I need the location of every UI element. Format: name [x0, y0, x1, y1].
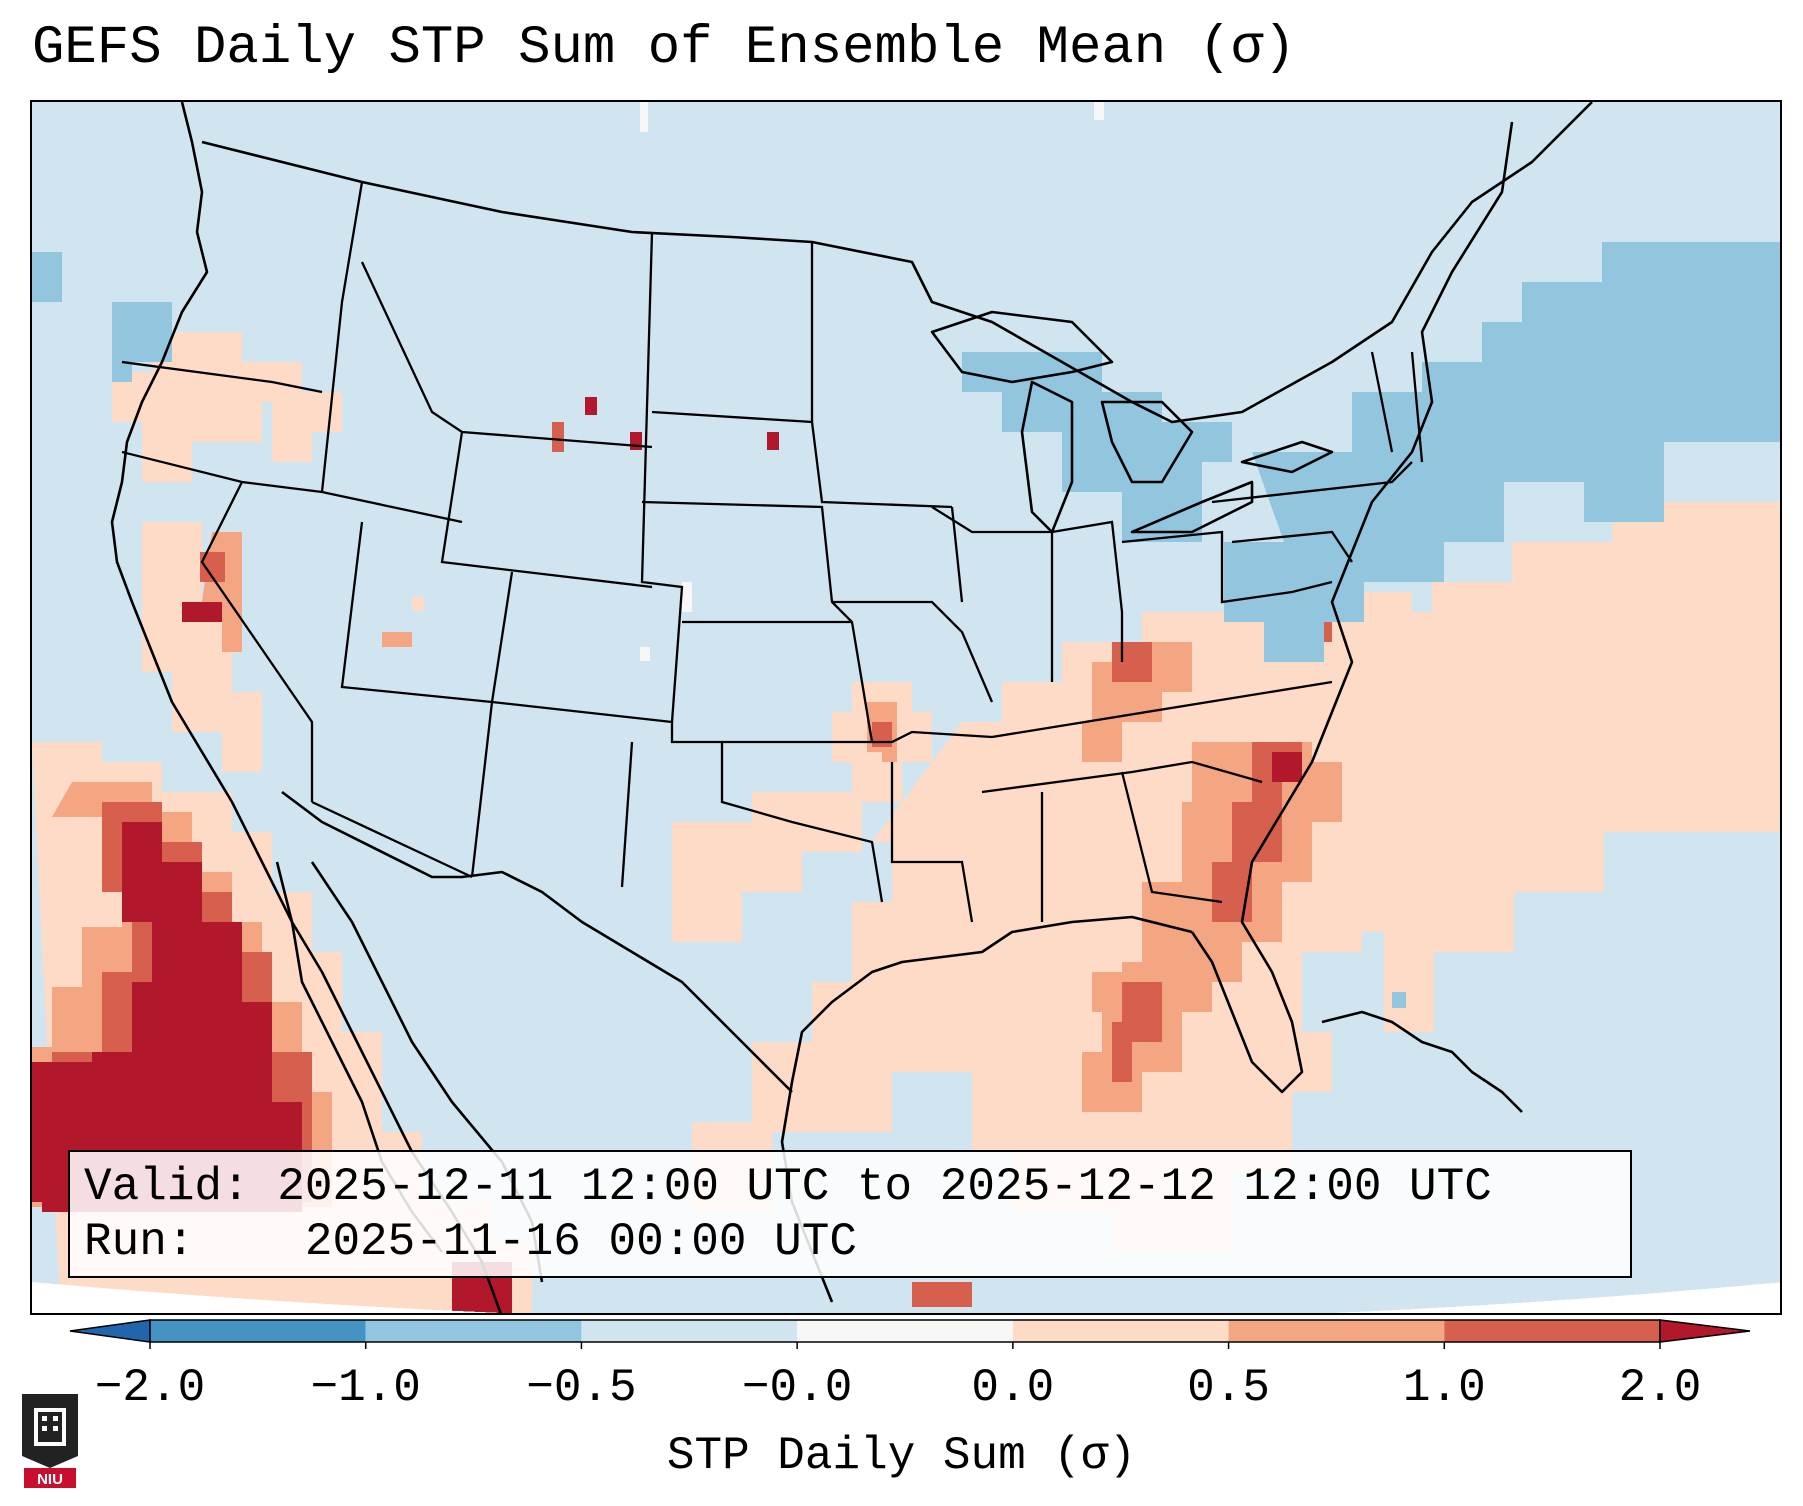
run-label: Run: — [84, 1216, 195, 1268]
lake-superior — [930, 310, 1114, 384]
colorbar-tick-label: −1.0 — [310, 1362, 421, 1414]
run-value: 2025-11-16 00:00 UTC — [304, 1216, 857, 1268]
colorbar-bin — [1228, 1320, 1445, 1342]
info-box: Valid: 2025-12-11 12:00 UTC to 2025-12-1… — [68, 1150, 1632, 1278]
colorbar — [69, 1319, 1751, 1349]
colorbar-bin — [797, 1320, 1013, 1342]
colorbar-tick-label: −2.0 — [94, 1362, 206, 1414]
colorbar-bin — [1444, 1320, 1660, 1342]
west-coastline — [110, 102, 502, 1313]
cuba-outline — [1321, 1010, 1523, 1113]
colorbar-bin — [1012, 1320, 1229, 1342]
colorbar-tick-label: 2.0 — [1618, 1362, 1702, 1414]
lake-ontario — [1240, 440, 1334, 474]
lake-erie — [1130, 480, 1254, 534]
colorbar-label: STP Daily Sum (σ) — [666, 1430, 1137, 1482]
colorbar-under-extension — [69, 1319, 151, 1343]
colorbar-bin — [150, 1320, 366, 1342]
colorbar-bin — [365, 1320, 582, 1342]
colorbar-tick-label: 1.0 — [1402, 1362, 1486, 1414]
colorbar-over-extension — [1659, 1319, 1751, 1343]
colorbar-tick-label: −0.0 — [741, 1362, 853, 1414]
valid-label: Valid: — [84, 1161, 250, 1213]
map-canvas — [32, 102, 1780, 1313]
colorbar-tick-label: 0.0 — [971, 1362, 1055, 1414]
colorbar-tick-label: 0.5 — [1187, 1362, 1270, 1414]
state-borders — [121, 181, 1424, 923]
colorbar-tick-label: −0.5 — [526, 1362, 637, 1414]
east-coastline — [1190, 121, 1514, 1094]
us-mexico-border — [281, 790, 793, 1093]
us-canada-border — [201, 102, 1593, 424]
lake-huron — [1100, 400, 1194, 484]
map-panel — [30, 100, 1782, 1315]
colorbar-outline — [149, 1319, 1661, 1343]
niu-logo: NIU — [22, 1394, 78, 1488]
map-title: GEFS Daily STP Sum of Ensemble Mean (σ) — [32, 18, 1296, 79]
valid-value: 2025-12-11 12:00 UTC to 2025-12-12 12:00… — [277, 1161, 1492, 1213]
colorbar-bin — [581, 1320, 798, 1342]
niu-logo-text: NIU — [37, 1471, 63, 1488]
